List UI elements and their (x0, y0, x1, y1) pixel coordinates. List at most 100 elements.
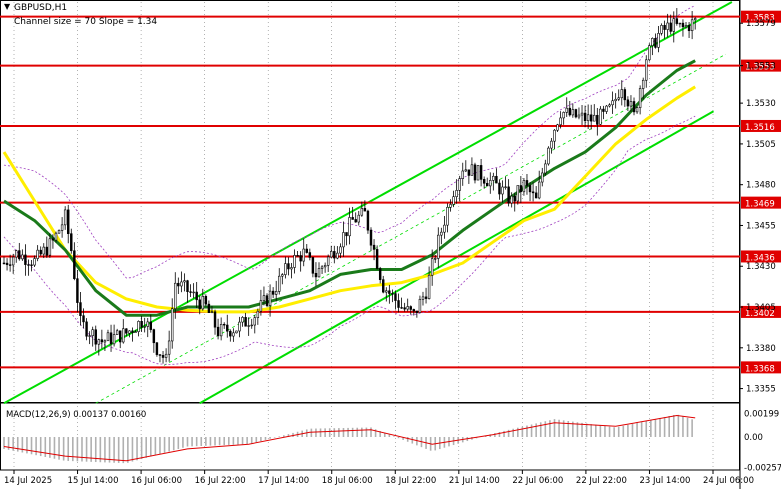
candle-body (336, 252, 339, 259)
candle-body (174, 282, 177, 309)
candle-body (492, 175, 495, 181)
candle-body (602, 108, 605, 112)
level-price-tag (741, 305, 781, 318)
candle-body (452, 196, 455, 205)
envelope-lower-line (3, 115, 696, 365)
candle-body (229, 330, 232, 337)
candle-body (586, 114, 590, 122)
level-price-tag (741, 10, 781, 23)
candle-body (559, 117, 562, 126)
candle-body (623, 89, 627, 101)
candle-body (434, 258, 437, 260)
candle-body (51, 238, 55, 241)
candle-body (241, 317, 244, 323)
slow-moving-average-line (2, 85, 696, 314)
candle-body (568, 107, 572, 116)
candle-body (256, 310, 260, 319)
candle-body (290, 267, 293, 270)
candle-body (100, 339, 104, 343)
candle-body (632, 101, 636, 113)
price-tick-label: 1.3505 (746, 140, 776, 150)
candle-body (467, 169, 471, 176)
candle-body (418, 298, 422, 313)
price-tick-label: 1.3530 (746, 99, 776, 109)
time-tick-label: 18 Jul 22:00 (385, 476, 436, 486)
candle-body (183, 280, 186, 283)
candle-body (207, 303, 211, 313)
candle-body (311, 257, 315, 274)
envelope-upper-line (3, 5, 696, 279)
candle-body (244, 317, 247, 327)
price-tick-label: 1.3553 (746, 62, 776, 72)
candle-body (57, 230, 61, 234)
candle-body (305, 248, 308, 253)
candle-body (170, 308, 174, 342)
candle-body (489, 180, 492, 187)
level-price-tag (741, 250, 781, 263)
candle-body (82, 315, 85, 323)
grid (0, 0, 741, 489)
candle-body (485, 182, 489, 187)
candle-body (219, 323, 223, 337)
candle-body (571, 109, 575, 116)
candle-body (348, 217, 351, 237)
candle-body (473, 164, 477, 181)
candle-body (345, 232, 348, 237)
candle-body (2, 262, 6, 265)
candle-body (430, 258, 434, 276)
candle-body (556, 124, 559, 131)
candle-body (651, 38, 654, 46)
chart-header: ▼ GBPUSD,H1 Channel size = 70 Slope = 1.… (4, 2, 157, 27)
candle-body (366, 210, 370, 231)
candle-body (271, 290, 275, 295)
candle-body (638, 88, 642, 108)
candle-body (409, 306, 412, 310)
candle-body (382, 279, 385, 293)
dropdown-arrow-icon[interactable]: ▼ (4, 2, 11, 11)
candle-body (654, 38, 657, 48)
candle-body (440, 231, 443, 236)
candle-body (681, 22, 685, 28)
candle-body (97, 339, 101, 345)
candle-body (158, 354, 162, 356)
channel-middle-line (95, 53, 726, 404)
candle-body (262, 295, 266, 302)
candle-body (137, 321, 140, 333)
candle-body (67, 209, 70, 234)
candle-body (259, 300, 263, 312)
candle-body (149, 321, 153, 330)
candle-body (427, 274, 431, 299)
candle-body (357, 214, 360, 223)
candle-body (510, 195, 513, 204)
candle-body (91, 329, 94, 336)
time-tick-label: 21 Jul 14:00 (449, 476, 500, 486)
candle-body (620, 89, 624, 99)
time-tick-label: 16 Jul 06:00 (131, 476, 182, 486)
candle-body (455, 190, 458, 197)
candle-body (614, 98, 617, 102)
candle-body (317, 268, 321, 278)
candle-body (27, 264, 30, 266)
candle-body (103, 340, 107, 343)
candle-body (446, 206, 449, 226)
candle-body (115, 330, 119, 335)
candle-body (351, 217, 354, 220)
candle-body (268, 290, 272, 306)
candle-body (378, 268, 382, 280)
candle-body (495, 175, 498, 184)
candle-body (85, 321, 88, 337)
level-price-tag (741, 361, 781, 374)
candle-body (45, 246, 49, 256)
macd-tick-label: 0.00199 (744, 409, 779, 419)
candle-body (63, 209, 67, 226)
level-price-label: 1.3368 (745, 364, 775, 374)
candle-body (635, 107, 639, 113)
candle-body (222, 323, 226, 326)
candle-body (122, 328, 125, 343)
candle-body (629, 101, 633, 107)
candle-body (550, 140, 553, 149)
candle-body (443, 224, 446, 233)
candle-body (73, 250, 76, 279)
candle-body (30, 264, 33, 266)
